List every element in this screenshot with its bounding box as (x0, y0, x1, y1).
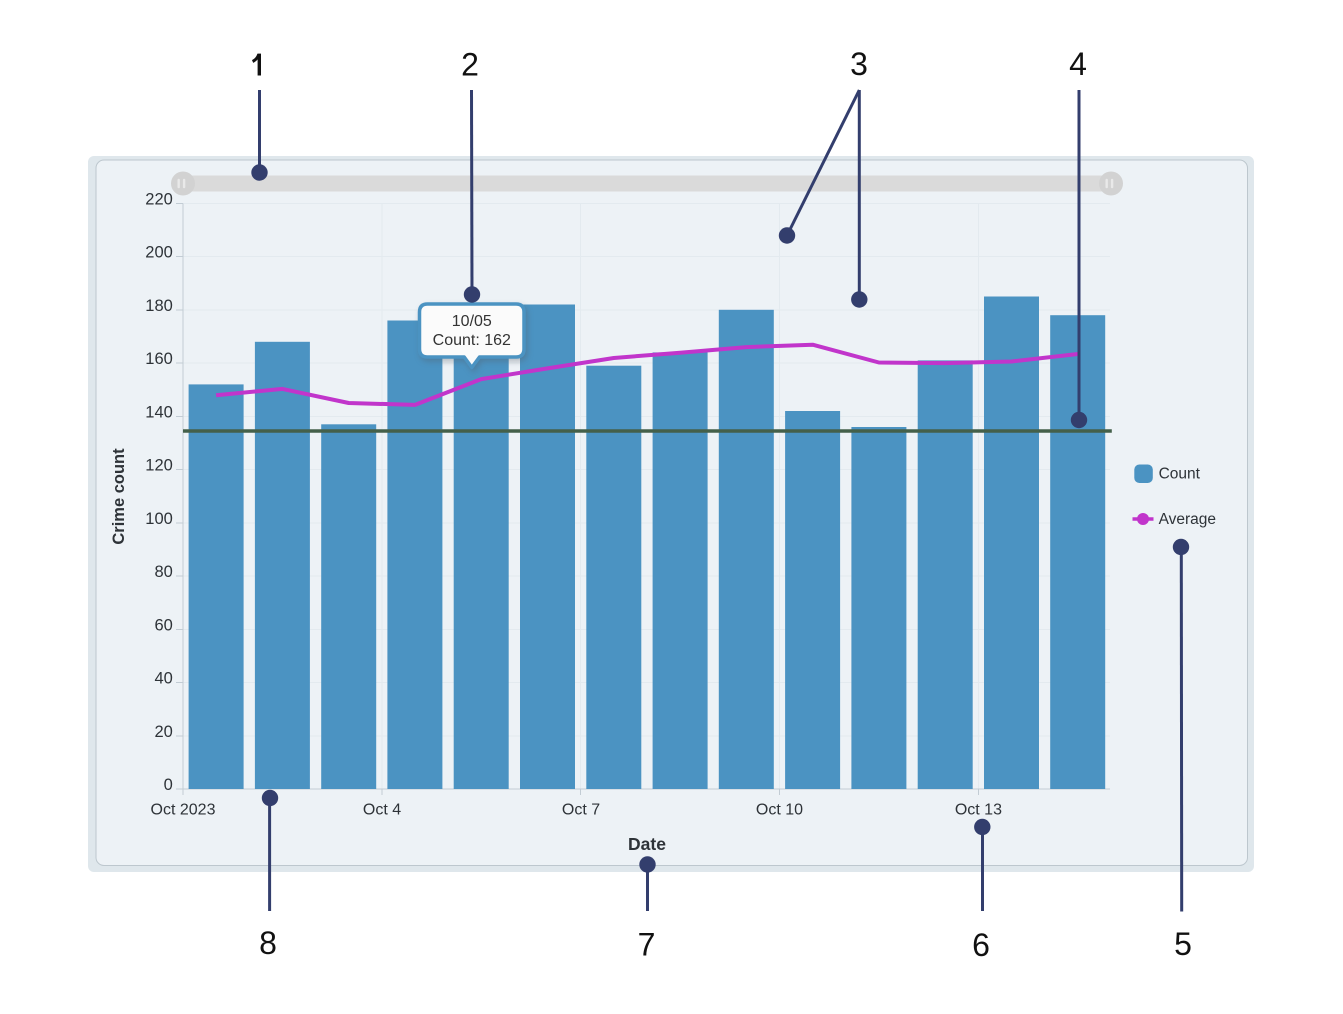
svg-text:Oct 4: Oct 4 (363, 802, 401, 819)
svg-text:7: 7 (638, 927, 656, 963)
svg-text:180: 180 (145, 297, 173, 315)
svg-text:0: 0 (164, 776, 173, 794)
svg-text:Date: Date (628, 834, 666, 854)
svg-text:Average: Average (1159, 511, 1216, 528)
svg-text:10/05: 10/05 (452, 313, 492, 330)
svg-text:Oct 7: Oct 7 (562, 802, 600, 819)
svg-text:5: 5 (1174, 926, 1192, 962)
svg-text:8: 8 (259, 925, 277, 961)
svg-text:20: 20 (154, 723, 172, 741)
svg-text:140: 140 (145, 403, 173, 421)
svg-text:4: 4 (1069, 46, 1087, 82)
svg-text:Crime count: Crime count (110, 448, 128, 545)
svg-text:2: 2 (461, 47, 479, 83)
svg-text:Count: Count (1159, 466, 1201, 483)
svg-text:Count: 162: Count: 162 (433, 332, 511, 349)
svg-text:6: 6 (972, 927, 990, 963)
svg-text:Oct 2023: Oct 2023 (151, 802, 216, 819)
svg-text:100: 100 (145, 510, 173, 528)
svg-text:80: 80 (154, 563, 172, 581)
svg-text:Oct 13: Oct 13 (955, 802, 1002, 819)
svg-text:40: 40 (154, 670, 172, 688)
svg-text:200: 200 (145, 244, 173, 262)
svg-text:60: 60 (154, 616, 172, 634)
svg-text:120: 120 (145, 457, 173, 475)
svg-text:Oct 10: Oct 10 (756, 802, 803, 819)
svg-text:220: 220 (145, 191, 173, 209)
svg-text:3: 3 (850, 46, 868, 82)
svg-text:160: 160 (145, 350, 173, 368)
